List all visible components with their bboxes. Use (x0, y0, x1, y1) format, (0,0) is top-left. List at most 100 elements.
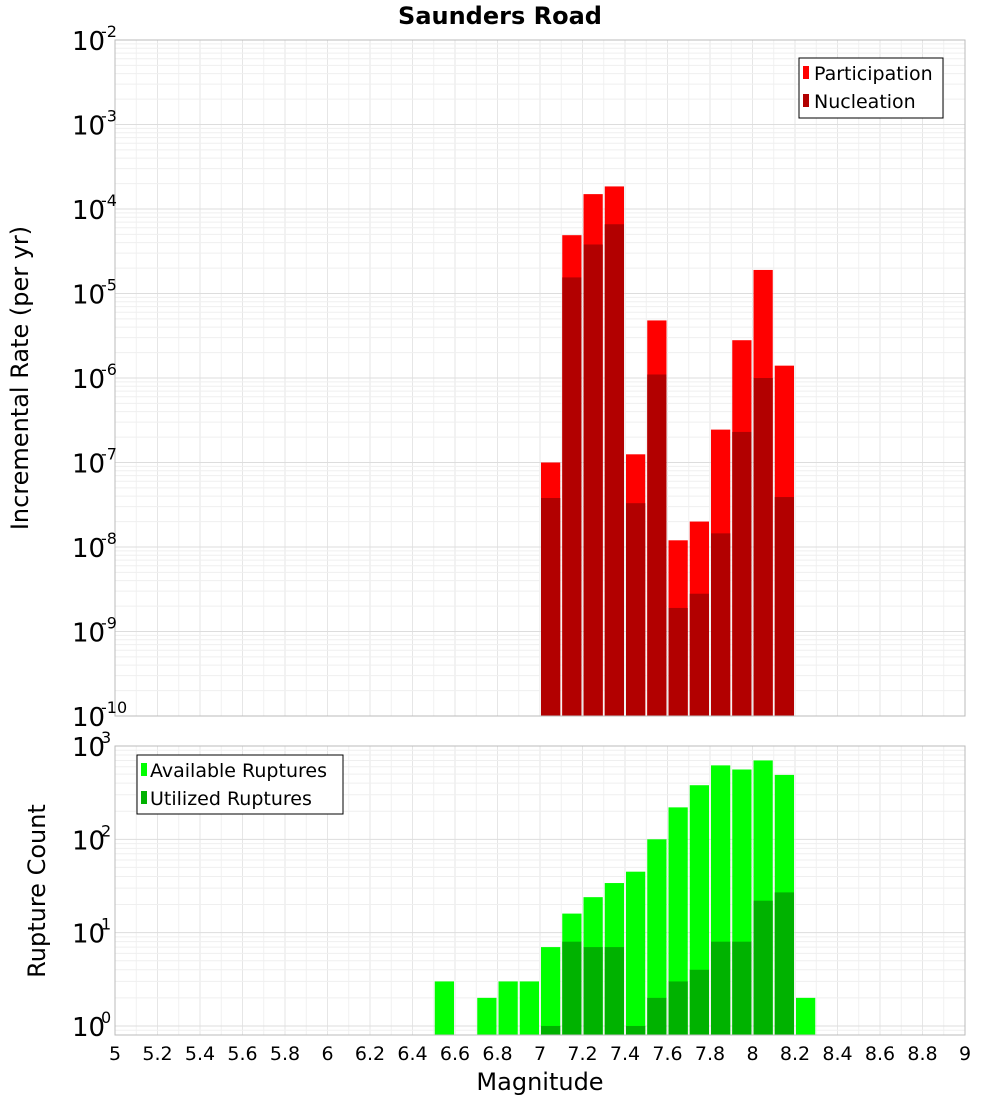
x-tick-label: 8.2 (780, 1043, 810, 1065)
bar-secondary (668, 607, 688, 716)
bottom-y-axis-label: Rupture Count (23, 804, 51, 978)
top-plot-border (114, 39, 966, 717)
y-tick-exponent: -6 (101, 360, 117, 379)
x-tick-label: 8.6 (865, 1043, 895, 1065)
top-y-axis-label: Incremental Rate (per yr) (6, 226, 34, 530)
top-legend: Participation Nucleation (798, 57, 944, 119)
bar-secondary (732, 431, 752, 716)
y-tick-label: 10 (72, 534, 105, 564)
x-tick-label: 6.2 (355, 1043, 385, 1065)
y-tick-label: 10 (72, 920, 105, 950)
y-tick-exponent: -3 (101, 107, 117, 126)
y-tick-exponent: -10 (101, 698, 127, 717)
legend-label-participation: Participation (814, 63, 933, 85)
x-tick-label: 7.2 (567, 1043, 597, 1065)
bar-secondary (583, 947, 603, 1035)
y-tick-exponent: 1 (101, 915, 111, 934)
bar-secondary (647, 997, 667, 1035)
bar-primary (626, 871, 646, 1035)
y-tick-exponent: -8 (101, 529, 117, 548)
x-tick-label: 5.4 (185, 1043, 215, 1065)
top-legend-box (798, 57, 944, 119)
bar-secondary (626, 1025, 646, 1035)
y-tick-exponent: -4 (101, 191, 117, 210)
y-tick-label: 10 (72, 619, 105, 649)
bar-secondary (753, 378, 773, 716)
bar-secondary (604, 224, 624, 716)
bar-secondary (711, 941, 731, 1035)
bottom-plot-border (114, 745, 966, 1036)
bar-secondary (562, 277, 582, 716)
bar-secondary (647, 374, 667, 716)
y-tick-exponent: 3 (101, 728, 111, 747)
bar-primary (796, 997, 816, 1035)
chart-title: Saunders Road (398, 2, 602, 30)
x-tick-label: 6.6 (440, 1043, 470, 1065)
bar-secondary (541, 1025, 561, 1035)
legend-label-available: Available Ruptures (150, 760, 327, 782)
y-tick-label: 10 (72, 733, 105, 763)
x-tick-label: 6 (321, 1043, 333, 1065)
x-tick-label: 7.8 (695, 1043, 725, 1065)
bar-secondary (711, 533, 731, 716)
x-tick-label: 8.8 (907, 1043, 937, 1065)
legend-swatch-participation (803, 66, 809, 79)
bar-secondary (626, 503, 646, 716)
bar-primary (668, 807, 688, 1035)
y-tick-exponent: -5 (101, 276, 117, 295)
y-tick-label: 10 (72, 196, 105, 226)
y-tick-exponent: -2 (101, 22, 117, 41)
bar-secondary (753, 900, 773, 1035)
bar-secondary (541, 498, 561, 716)
y-tick-label: 10 (72, 365, 105, 395)
y-tick-exponent: 0 (101, 1008, 111, 1027)
y-tick-label: 10 (72, 1013, 105, 1043)
bar-primary (519, 981, 539, 1035)
y-tick-label: 10 (72, 450, 105, 480)
top-gridlines (114, 40, 966, 717)
x-tick-label: 7.6 (652, 1043, 682, 1065)
bottom-legend: Available Ruptures Utilized Ruptures (136, 754, 344, 815)
y-tick-label: 10 (72, 112, 105, 142)
bottom-bars (434, 760, 816, 1035)
legend-label-utilized: Utilized Ruptures (150, 788, 312, 810)
legend-swatch-nucleation (803, 94, 809, 107)
bar-secondary (774, 892, 794, 1035)
y-tick-label: 10 (72, 826, 105, 856)
x-tick-label: 5.8 (270, 1043, 300, 1065)
x-tick-label: 6.8 (482, 1043, 512, 1065)
x-tick-label: 5.6 (227, 1043, 257, 1065)
bar-secondary (774, 497, 794, 716)
bottom-legend-box (136, 754, 344, 815)
bar-secondary (604, 947, 624, 1035)
x-tick-label: 9 (959, 1043, 971, 1065)
x-ticks: 5 5.2 5.4 5.6 5.8 6 6.2 6.4 6.6 6.8 7 7.2 7.4 7.6 7.8 8… (109, 1043, 971, 1065)
bar-primary (477, 997, 497, 1035)
x-tick-label: 8.4 (822, 1043, 852, 1065)
bar-secondary (562, 941, 582, 1035)
bar-primary (498, 981, 518, 1035)
y-tick-exponent: -7 (101, 445, 117, 464)
y-tick-exponent: 2 (101, 821, 111, 840)
x-tick-label: 6.4 (397, 1043, 427, 1065)
x-tick-label: 5.2 (142, 1043, 172, 1065)
y-tick-label: 10 (72, 27, 105, 57)
bar-secondary (732, 941, 752, 1035)
bar-secondary (583, 244, 603, 716)
bar-primary (434, 981, 454, 1035)
y-tick-label: 10 (72, 703, 105, 733)
legend-label-nucleation: Nucleation (814, 91, 916, 113)
x-tick-label: 8 (746, 1043, 758, 1065)
bar-primary (647, 839, 667, 1035)
y-tick-label: 10 (72, 281, 105, 311)
bar-secondary (668, 981, 688, 1035)
x-tick-label: 7 (534, 1043, 546, 1065)
x-tick-label: 5 (109, 1043, 121, 1065)
legend-swatch-available (141, 763, 147, 776)
x-axis-label: Magnitude (476, 1068, 603, 1096)
